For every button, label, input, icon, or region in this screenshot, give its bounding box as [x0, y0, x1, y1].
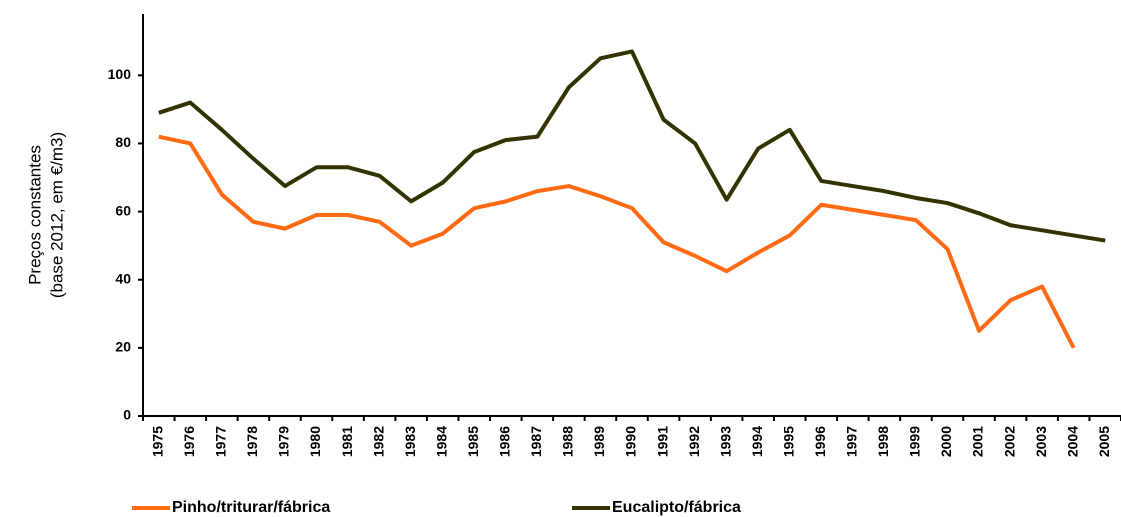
y-tick-label: 80 [115, 134, 131, 150]
data-line [158, 49, 1106, 243]
x-tick-label: 1990 [623, 426, 639, 457]
y-axis-label-line: (base 2012, em €/m3) [47, 132, 66, 298]
x-tick-label: 1997 [844, 426, 860, 457]
y-tick-label: 60 [115, 202, 131, 218]
x-tick-label: 1981 [339, 426, 355, 457]
x-tick-label: 1978 [244, 426, 260, 457]
x-tick-label: 1994 [749, 426, 765, 457]
y-axis-label-line: Preços constantes [25, 145, 44, 285]
x-tick-label: 1986 [497, 426, 513, 457]
y-tick-label: 100 [108, 66, 132, 82]
x-tick-label: 2000 [938, 426, 954, 457]
x-tick-label: 2003 [1033, 426, 1049, 457]
x-tick-label: 2002 [1001, 426, 1017, 457]
x-tick-label: 1985 [465, 426, 481, 457]
legend-label: Pinho/triturar/fábrica [172, 499, 330, 516]
x-tick-label: 1998 [875, 426, 891, 457]
x-tick-label: 1983 [402, 426, 418, 457]
x-tick-label: 1980 [307, 426, 323, 457]
y-tick-label: 40 [115, 270, 131, 286]
x-tick-label: 2005 [1096, 426, 1112, 457]
x-tick-label: 1995 [780, 426, 796, 457]
data-line [158, 134, 1076, 349]
x-tick-label: 1987 [528, 426, 544, 457]
x-tick-label: 2004 [1064, 426, 1080, 457]
x-tick-label: 1988 [560, 426, 576, 457]
legend-label: Eucalipto/fábrica [612, 499, 741, 516]
y-tick-label: 20 [115, 339, 131, 355]
x-tick-label: 1982 [370, 426, 386, 457]
x-tick-label: 1992 [686, 426, 702, 457]
x-tick-label: 1977 [213, 426, 229, 457]
x-tick-label: 1975 [149, 426, 165, 457]
x-tick-label: 1984 [433, 426, 449, 457]
y-axis-label: Preços constantes (base 2012, em €/m3) [25, 132, 66, 298]
x-tick-label: 1991 [654, 426, 670, 457]
x-tick-label: 1996 [812, 426, 828, 457]
x-tick-label: 1979 [276, 426, 292, 457]
x-tick-label: 1976 [181, 426, 197, 457]
y-tick-label: 0 [123, 407, 131, 423]
x-tick-label: 1989 [591, 426, 607, 457]
x-tick-label: 1999 [907, 426, 923, 457]
x-tick-label: 2001 [970, 426, 986, 457]
x-tick-label: 1993 [717, 426, 733, 457]
